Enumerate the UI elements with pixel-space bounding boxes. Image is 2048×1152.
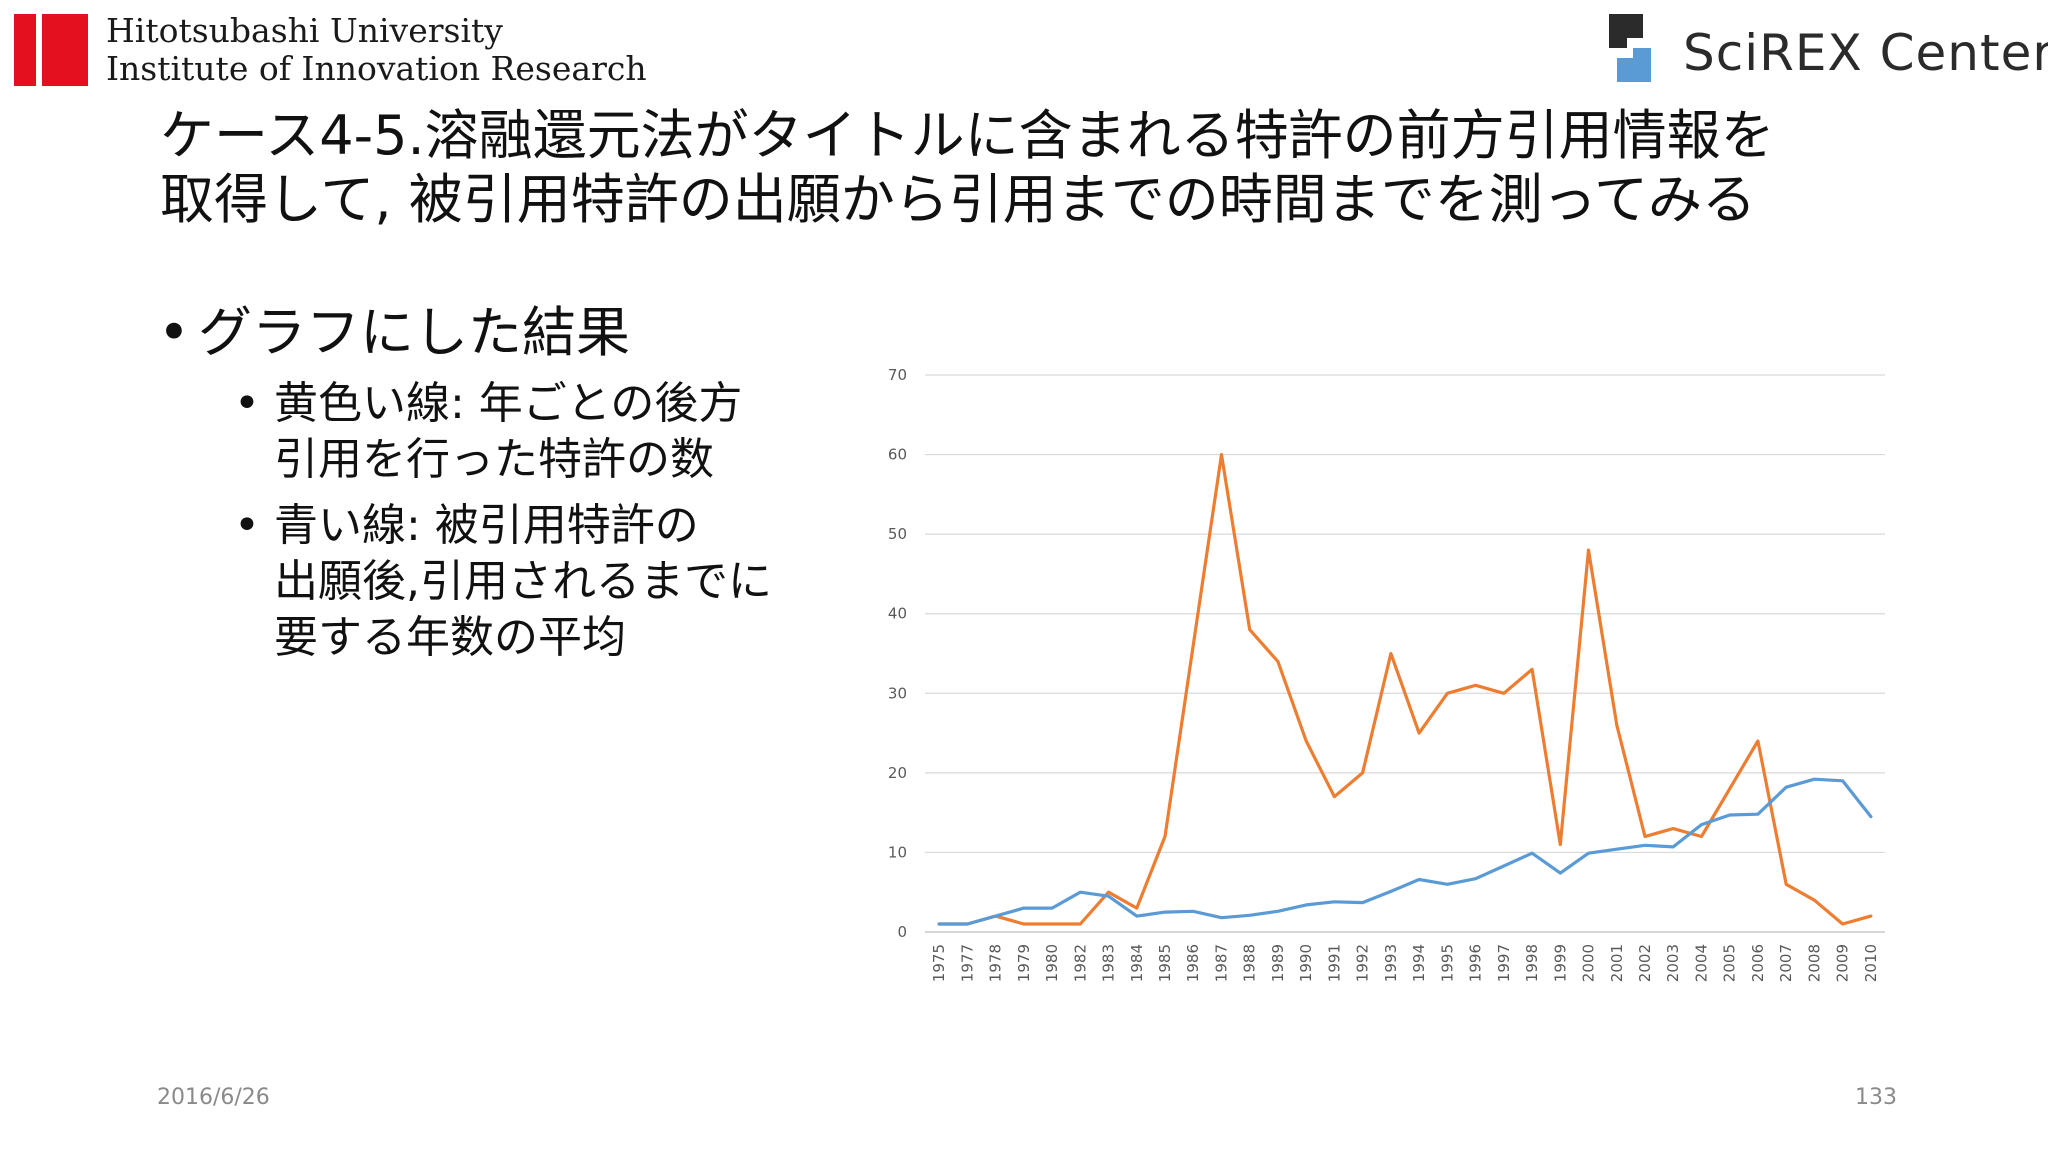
x-tick-label-1999: 1999 (1551, 944, 1569, 982)
x-tick-label-1983: 1983 (1100, 944, 1118, 982)
bullet-blue-line-2: 出願後,引用されるまでに (274, 556, 772, 607)
hitotsubashi-logo: Hitotsubashi University Institute of Inn… (14, 12, 654, 92)
series-line-blue (937, 777, 1873, 926)
x-tick-label-2008: 2008 (1805, 944, 1823, 982)
x-tick-label-1995: 1995 (1438, 944, 1456, 982)
x-tick-label-1988: 1988 (1241, 944, 1259, 982)
x-tick-label-1991: 1991 (1325, 944, 1343, 982)
bullet-blue-line-1: 青い線: 被引用特許の (274, 500, 699, 551)
bullet-main: グラフにした結果 (158, 300, 878, 366)
x-tick-label-1977: 1977 (958, 944, 976, 982)
bullet-blue-line-3: 要する年数の平均 (274, 612, 626, 663)
slide-title: ケース4-5.溶融還元法がタイトルに含まれる特許の前方引用情報を 取得して, 被… (160, 104, 1980, 232)
scirex-logo-mark (1609, 14, 1651, 82)
y-tick-label-20: 20 (888, 764, 907, 782)
x-tick-label-1975: 1975 (930, 944, 948, 982)
x-tick-label-1997: 1997 (1495, 944, 1513, 982)
x-tick-label-1986: 1986 (1184, 944, 1202, 982)
iir-logo-mark (14, 14, 88, 86)
x-tick-label-1992: 1992 (1354, 944, 1372, 982)
scirex-logo: SciREX Center (1605, 8, 2048, 94)
x-tick-label-1979: 1979 (1015, 944, 1033, 982)
university-name: Hitotsubashi University (106, 11, 503, 50)
y-tick-label-60: 60 (888, 446, 907, 464)
y-tick-label-0: 0 (897, 923, 907, 941)
slide-date: 2016/6/26 (157, 1085, 270, 1110)
y-tick-label-10: 10 (888, 843, 907, 861)
x-tick-label-1984: 1984 (1128, 944, 1146, 982)
y-tick-label-70: 70 (888, 366, 907, 384)
x-tick-label-1998: 1998 (1523, 944, 1541, 982)
title-line-1: ケース4-5.溶融還元法がタイトルに含まれる特許の前方引用情報を (160, 104, 1775, 167)
x-tick-label-2009: 2009 (1834, 944, 1852, 982)
x-tick-label-2004: 2004 (1692, 944, 1710, 982)
x-tick-label-1987: 1987 (1212, 944, 1230, 982)
institute-name: Institute of Innovation Research (106, 49, 647, 88)
x-tick-label-1982: 1982 (1071, 944, 1089, 982)
x-tick-label-1994: 1994 (1410, 944, 1428, 982)
x-tick-label-2001: 2001 (1608, 944, 1626, 982)
x-tick-label-2007: 2007 (1777, 944, 1795, 982)
page-number: 133 (1855, 1085, 1897, 1110)
x-tick-label-1989: 1989 (1269, 944, 1287, 982)
x-tick-label-1980: 1980 (1043, 944, 1061, 982)
x-tick-label-1993: 1993 (1382, 944, 1400, 982)
x-tick-label-2003: 2003 (1664, 944, 1682, 982)
bullet-blue-line: 青い線: 被引用特許の 出願後,引用されるまでに 要する年数の平均 (234, 498, 878, 666)
y-tick-label-50: 50 (888, 525, 907, 543)
x-tick-label-2002: 2002 (1636, 944, 1654, 982)
x-tick-label-2005: 2005 (1721, 944, 1739, 982)
bullet-orange-line-2: 引用を行った特許の数 (274, 434, 714, 485)
scirex-name: SciREX Center (1683, 24, 2048, 82)
x-tick-label-2006: 2006 (1749, 944, 1767, 982)
x-tick-label-2010: 2010 (1862, 944, 1880, 982)
x-tick-label-1996: 1996 (1467, 944, 1485, 982)
line-chart: 0 10 20 30 40 50 60 70 1975 1977 1978 1979 1980 1982 1… (888, 366, 1885, 982)
x-tick-label-2000: 2000 (1580, 944, 1598, 982)
series-line-orange (937, 452, 1873, 926)
title-line-2: 取得して, 被引用特許の出願から引用までの時間までを測ってみる (160, 168, 1757, 231)
y-tick-label-40: 40 (888, 605, 907, 623)
x-tick-label-1978: 1978 (987, 944, 1005, 982)
bullet-orange-line-1: 黄色い線: 年ごとの後方 (274, 378, 743, 429)
x-tick-label-1990: 1990 (1297, 944, 1315, 982)
x-tick-label-1985: 1985 (1156, 944, 1174, 982)
bullet-orange-line: 黄色い線: 年ごとの後方 引用を行った特許の数 (234, 376, 878, 488)
y-tick-label-30: 30 (888, 684, 907, 702)
bullet-list: グラフにした結果 黄色い線: 年ごとの後方 引用を行った特許の数 青い線: 被引… (158, 300, 878, 666)
